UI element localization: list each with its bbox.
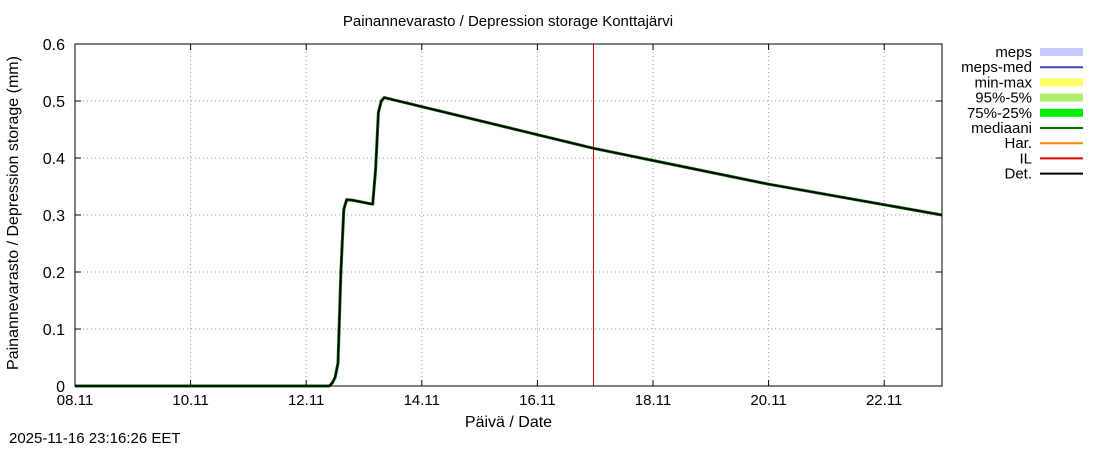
y-tick-label: 0.5 <box>43 94 65 111</box>
series-layer <box>75 96 943 388</box>
legend-label: min-max <box>974 74 1032 91</box>
x-tick-label: 08.11 <box>57 392 93 409</box>
x-tick-label: 20.11 <box>750 392 786 409</box>
legend-label: meps <box>995 44 1032 61</box>
series-line-det <box>75 96 943 387</box>
y-tick-label: 0.4 <box>43 151 65 168</box>
legend-label: mediaani <box>971 120 1032 137</box>
chart-title: Painannevarasto / Depression storage Kon… <box>343 13 673 30</box>
legend-label: meps-med <box>961 59 1032 76</box>
legend-swatch <box>1040 48 1083 56</box>
x-tick-label: 14.11 <box>404 392 440 409</box>
axis-ticks: 08.11 10.11 12.11 14.11 16.11 18.11 20.11 22.11… <box>43 37 942 409</box>
y-tick-label: 0.6 <box>43 37 65 54</box>
x-tick-label: 22.11 <box>866 392 902 409</box>
timestamp: 2025-11-16 23:16:26 EET <box>9 430 181 447</box>
legend-label: Har. <box>1004 135 1032 152</box>
legend-label: 95%-5% <box>975 90 1032 107</box>
legend: mepsmeps-medmin-max95%-5%75%-25%mediaani… <box>961 44 1083 183</box>
x-tick-label: 12.11 <box>288 392 324 409</box>
legend-label: 75%-25% <box>967 105 1032 122</box>
legend-label: Det. <box>1004 166 1032 183</box>
y-tick-label: 0.3 <box>43 208 65 225</box>
series-line-mediaani <box>75 96 943 388</box>
grid-lines <box>75 44 942 386</box>
x-tick-label: 16.11 <box>519 392 555 409</box>
y-tick-label: 0.1 <box>43 322 65 339</box>
y-tick-label: 0 <box>56 379 65 396</box>
legend-swatch <box>1040 108 1083 117</box>
x-axis-label: Päivä / Date <box>465 414 552 431</box>
y-axis-label: Painannevarasto / Depression storage (mm… <box>5 56 22 370</box>
legend-swatch <box>1040 93 1083 102</box>
y-tick-label: 0.2 <box>43 265 65 282</box>
x-tick-label: 10.11 <box>172 392 208 409</box>
x-tick-label: 18.11 <box>635 392 671 409</box>
legend-swatch <box>1040 78 1083 87</box>
legend-label: IL <box>1019 150 1032 167</box>
